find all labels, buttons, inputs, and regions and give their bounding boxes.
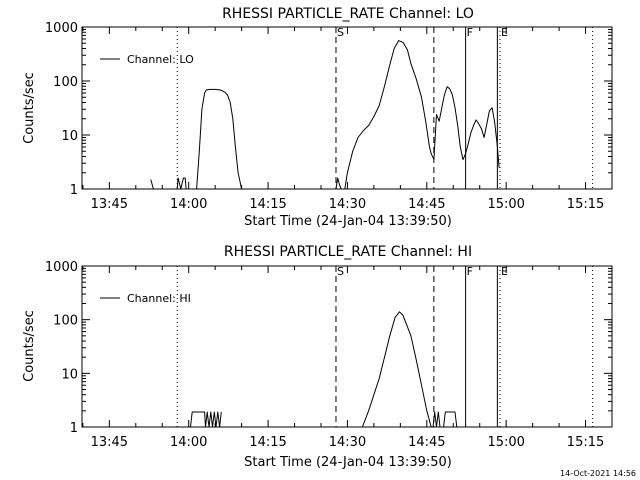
y-axis-label: Counts/sec bbox=[22, 72, 37, 144]
y-tick-label: 100 bbox=[53, 314, 78, 329]
series-line-segment bbox=[150, 179, 154, 190]
flag-label-e: E bbox=[501, 26, 508, 39]
series-line-segment bbox=[190, 411, 222, 428]
series-line-segment bbox=[196, 88, 243, 190]
y-tick-label: 100 bbox=[53, 75, 78, 90]
chart-panel-lo: RHESSI PARTICLE_RATE Channel: LO Counts/… bbox=[22, 6, 613, 229]
series-line-segment bbox=[335, 177, 342, 190]
series-line-segment bbox=[176, 177, 187, 190]
x-tick-label: 14:15 bbox=[249, 197, 286, 212]
x-tick-label: 13:45 bbox=[91, 435, 128, 450]
x-tick-label: 15:00 bbox=[487, 435, 524, 450]
x-axis-label: Start Time (24-Jan-04 13:39:50) bbox=[244, 455, 452, 470]
x-tick-label: 14:00 bbox=[170, 197, 207, 212]
flag-label-s: S bbox=[337, 265, 344, 278]
series-line-segment bbox=[361, 311, 432, 428]
x-tick-label: 15:15 bbox=[567, 435, 604, 450]
series-line-segment bbox=[344, 40, 500, 190]
flag-label-f: F bbox=[467, 265, 473, 278]
x-tick-label: 14:45 bbox=[408, 197, 445, 212]
y-tick-label: 10 bbox=[61, 129, 78, 144]
x-tick-label: 14:00 bbox=[170, 435, 207, 450]
y-tick-label: 1 bbox=[70, 421, 78, 436]
x-tick-label: 14:45 bbox=[408, 435, 445, 450]
y-tick-label: 1 bbox=[70, 183, 78, 198]
chart-panel-hi: RHESSI PARTICLE_RATE Channel: HI Counts/… bbox=[22, 244, 613, 470]
y-axis-label: Counts/sec bbox=[22, 310, 37, 382]
x-tick-label: 15:15 bbox=[567, 197, 604, 212]
flag-label-f: F bbox=[467, 26, 473, 39]
legend-label: Channel: HI bbox=[127, 292, 191, 305]
y-tick-label: 10 bbox=[61, 367, 78, 382]
x-tick-label: 14:30 bbox=[329, 435, 366, 450]
chart-title: RHESSI PARTICLE_RATE Channel: LO bbox=[222, 6, 474, 22]
footer-timestamp: 14-Oct-2021 14:56 bbox=[560, 469, 636, 478]
x-tick-label: 14:15 bbox=[249, 435, 286, 450]
x-tick-label: 13:45 bbox=[91, 197, 128, 212]
x-tick-label: 15:00 bbox=[487, 197, 524, 212]
flag-label-s: S bbox=[337, 26, 344, 39]
y-tick-label: 1000 bbox=[45, 21, 78, 36]
x-tick-label: 14:30 bbox=[329, 197, 366, 212]
legend: Channel: LO bbox=[100, 53, 194, 66]
y-tick-label: 1000 bbox=[45, 260, 78, 275]
x-axis-label: Start Time (24-Jan-04 13:39:50) bbox=[244, 214, 452, 229]
legend: Channel: HI bbox=[100, 292, 191, 305]
chart-title: RHESSI PARTICLE_RATE Channel: HI bbox=[224, 244, 472, 260]
flag-label-e: E bbox=[501, 265, 508, 278]
legend-label: Channel: LO bbox=[127, 53, 194, 66]
